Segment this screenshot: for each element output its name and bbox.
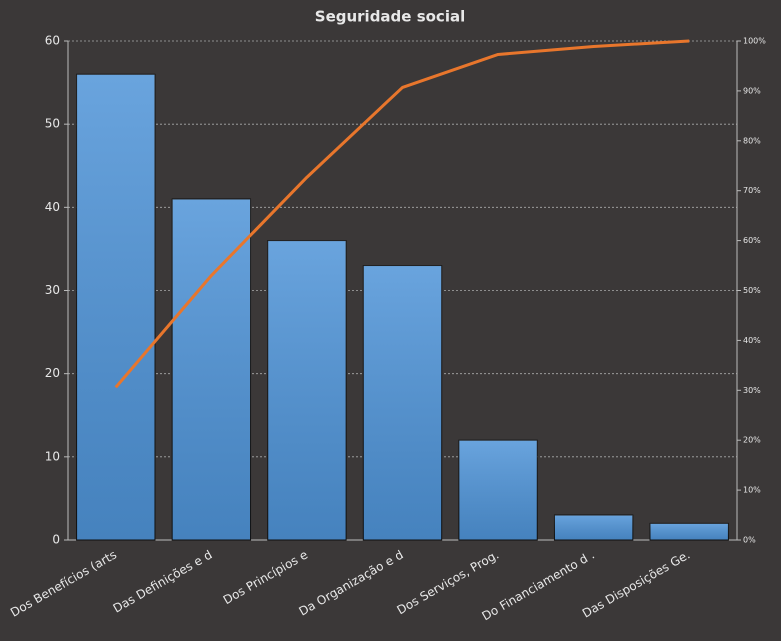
y-tick-label: 10 <box>45 449 60 463</box>
bar-shade <box>554 515 633 540</box>
bar-shade <box>650 523 729 540</box>
y-tick-label: 30 <box>45 283 60 297</box>
line <box>114 39 690 389</box>
bar-shade <box>363 265 442 540</box>
bar-shade <box>267 240 347 540</box>
y2-tick-label: 100% <box>743 37 766 46</box>
y-tick-label: 50 <box>45 117 60 131</box>
y2-tick-label: 40% <box>743 336 761 345</box>
y2-tick-label: 50% <box>743 286 761 295</box>
bar-shade <box>172 199 251 540</box>
y2-tick-label: 90% <box>743 86 761 95</box>
y2-tick-label: 20% <box>743 436 761 445</box>
y-tick-label: 20 <box>45 366 60 380</box>
bar-shade <box>76 74 155 541</box>
y2-tick-label: 10% <box>743 486 761 495</box>
y2-tick-label: 70% <box>743 186 761 195</box>
y2-tick-label: 80% <box>743 136 761 145</box>
bar-shade <box>458 440 538 540</box>
y2-tick-label: 30% <box>743 386 761 395</box>
y2-tick-label: 0% <box>743 536 756 545</box>
y-tick-label: 60 <box>45 34 60 48</box>
chart-title: Seguridade social <box>315 8 465 26</box>
y2-tick-label: 60% <box>743 236 761 245</box>
y-tick-label: 0 <box>52 533 60 547</box>
y-tick-label: 40 <box>45 200 60 214</box>
